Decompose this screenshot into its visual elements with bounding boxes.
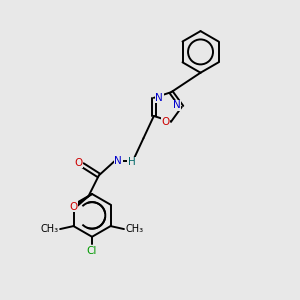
Text: CH₃: CH₃ xyxy=(125,224,144,234)
Text: O: O xyxy=(70,202,78,212)
Text: O: O xyxy=(162,117,170,127)
Text: N: N xyxy=(114,156,122,166)
Text: O: O xyxy=(74,158,82,168)
Text: N: N xyxy=(172,100,180,110)
Text: CH₃: CH₃ xyxy=(40,224,58,234)
Text: N: N xyxy=(155,93,163,103)
Text: Cl: Cl xyxy=(87,246,97,256)
Text: H: H xyxy=(128,157,135,167)
